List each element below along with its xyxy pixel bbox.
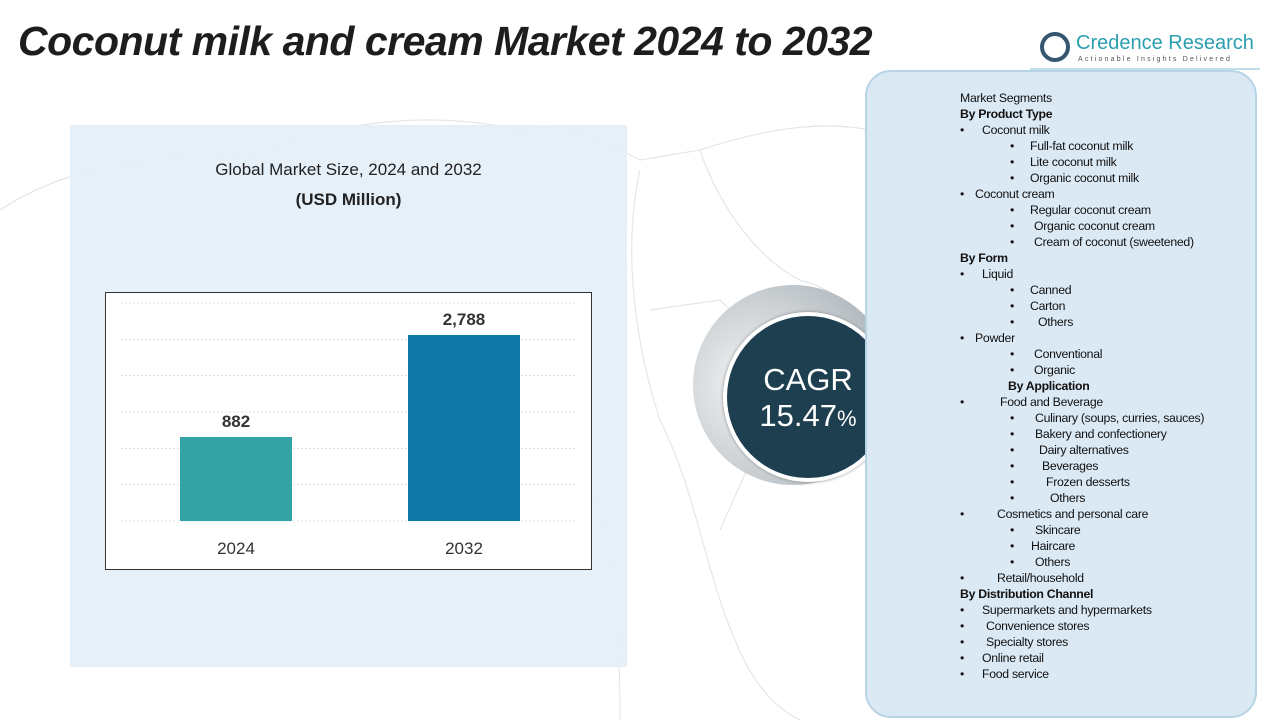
bullet-icon: • [960,571,965,585]
bullet-icon: • [1010,363,1015,377]
segment-label: Cosmetics and personal care [997,507,1149,521]
bullet-icon: • [960,123,965,137]
segment-label: Full-fat coconut milk [1030,139,1134,153]
segment-label: Cream of coconut (sweetened) [1034,235,1194,249]
bar-2024 [180,437,292,521]
segment-label: Market Segments [960,91,1052,105]
bullet-icon: • [1010,219,1015,233]
segment-label: Culinary (soups, curries, sauces) [1035,411,1205,425]
bar-2032 [408,335,520,521]
segment-label: Liquid [982,267,1014,281]
bullet-icon: • [960,667,965,681]
segment-label: Retail/household [997,571,1084,585]
segment-label: Carton [1030,299,1066,313]
logo-name: Credence Research [1076,32,1254,54]
segment-label: Bakery and confectionery [1035,427,1167,441]
bullet-icon: • [1010,427,1015,441]
cagr-value: 15.47 [759,398,837,433]
segment-label: Others [1035,555,1071,569]
segment-label: Dairy alternatives [1039,443,1129,457]
segment-label: Specialty stores [986,635,1068,649]
bullet-icon: • [1010,235,1015,249]
cagr-unit: % [837,406,857,431]
segment-label: Others [1050,491,1086,505]
bullet-icon: • [960,507,965,521]
bar-chart-svg: 882 2024 2,788 2032 [121,302,576,558]
bullet-icon: • [1010,491,1015,505]
segment-label: Others [1038,315,1074,329]
market-segments-panel [865,70,1257,718]
bullet-icon: • [1010,155,1015,169]
logo-chart-icon [1040,32,1070,62]
segment-label: Skincare [1035,523,1081,537]
segment-label: Frozen desserts [1046,475,1130,489]
bullet-icon: • [1010,139,1015,153]
x-tick-label: 2024 [217,539,255,558]
segment-label: Convenience stores [986,619,1090,633]
segment-label: Canned [1030,283,1072,297]
bullet-icon: • [1010,523,1015,537]
data-label: 2,788 [443,310,486,329]
bullet-icon: • [960,651,965,665]
bullet-icon: • [960,331,965,345]
credence-research-logo: Credence Research Actionable Insights De… [1040,30,1255,70]
segment-label: Online retail [982,651,1044,665]
bullet-icon: • [1010,443,1015,457]
bullet-icon: • [960,635,965,649]
segment-label: By Form [960,251,1008,265]
divider [1030,68,1260,70]
page-title: Coconut milk and cream Market 2024 to 20… [18,18,873,64]
bullet-icon: • [960,395,965,409]
logo-tagline: Actionable Insights Delivered [1078,56,1233,63]
segment-label: Lite coconut milk [1030,155,1117,169]
bullet-icon: • [960,619,965,633]
segment-label: Organic coconut cream [1034,219,1155,233]
segment-label: By Application [1008,379,1090,393]
segment-label: Organic [1034,363,1075,377]
segment-label: Food and Beverage [1000,395,1103,409]
bullet-icon: • [960,267,965,281]
bullet-icon: • [1010,555,1015,569]
segment-label: Organic coconut milk [1030,171,1139,185]
cagr-badge: CAGR 15.47% [723,312,893,482]
bullet-icon: • [1010,459,1015,473]
data-label: 882 [222,412,250,431]
cagr-label: CAGR [763,362,853,397]
segment-label: Conventional [1034,347,1103,361]
bullet-icon: • [1010,171,1015,185]
segment-label: Coconut cream [975,187,1055,201]
chart-title: Global Market Size, 2024 and 2032 [215,160,482,179]
segment-label: By Distribution Channel [960,587,1094,601]
bullet-icon: • [1010,347,1015,361]
segment-label: Coconut milk [982,123,1050,137]
segment-label: Beverages [1042,459,1099,473]
bullet-icon: • [1010,475,1015,489]
chart-unit: (USD Million) [295,190,402,209]
bullet-icon: • [960,603,965,617]
segment-label: Food service [982,667,1049,681]
segment-label: By Product Type [960,107,1053,121]
segment-label: Supermarkets and hypermarkets [982,603,1152,617]
segment-label: Regular coconut cream [1030,203,1151,217]
x-tick-label: 2032 [445,539,483,558]
bullet-icon: • [960,187,965,201]
bullet-icon: • [1010,539,1015,553]
bar-chart: 882 2024 2,788 2032 [105,292,592,570]
bullet-icon: • [1010,299,1015,313]
segment-label: Haircare [1031,539,1076,553]
bullet-icon: • [1010,203,1015,217]
segment-label: Powder [975,331,1015,345]
bullet-icon: • [1010,315,1015,329]
bullet-icon: • [1010,411,1015,425]
bullet-icon: • [1010,283,1015,297]
